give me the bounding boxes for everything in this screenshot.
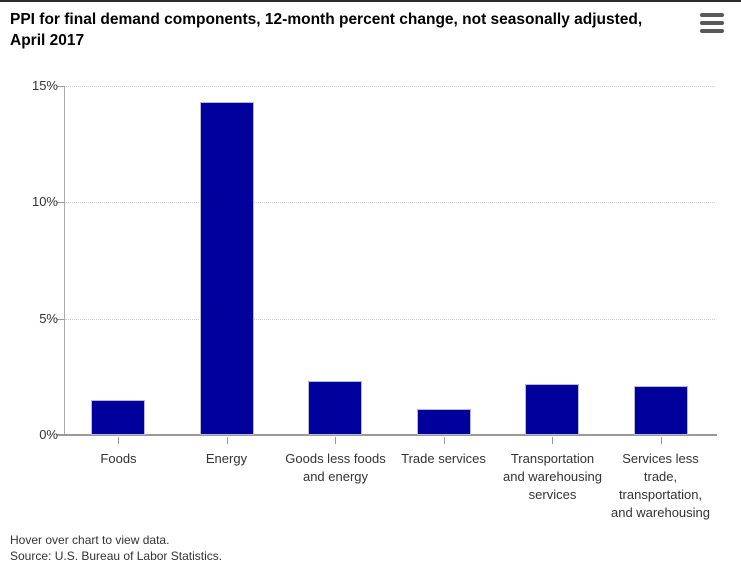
y-axis-tick: [57, 202, 64, 203]
x-axis-category-label: Foods: [100, 451, 137, 466]
hamburger-menu-icon: [700, 29, 724, 33]
y-axis-tick: [57, 86, 64, 87]
x-axis-category-label: Transportation and warehousing services: [502, 451, 603, 502]
chart-title: PPI for final demand components, 12-mont…: [10, 11, 643, 49]
y-axis-tick-label: 15%: [31, 78, 58, 93]
y-axis-tick-label: 5%: [39, 311, 58, 326]
hamburger-menu-icon: [700, 21, 724, 25]
y-gridline: [65, 319, 715, 320]
hamburger-menu-icon: [700, 13, 724, 17]
y-axis-tick: [57, 435, 64, 436]
bar-services-less-trade-transportation-and-warehousing[interactable]: [634, 386, 688, 435]
x-axis-category-label: Services less trade, transportation, and…: [610, 451, 711, 520]
y-gridline: [65, 86, 715, 87]
source-note: Source: U.S. Bureau of Labor Statistics.: [10, 548, 223, 563]
bar-energy[interactable]: [200, 102, 254, 435]
bar-goods-less-foods-and-energy[interactable]: [308, 381, 362, 435]
x-axis-tick: [444, 437, 445, 444]
x-axis-tick: [335, 437, 336, 444]
y-axis-tick-label: 0%: [39, 427, 58, 442]
y-axis-tick-label: 10%: [31, 194, 58, 209]
chart-export-menu-button[interactable]: [699, 12, 729, 38]
y-axis-line: [64, 86, 65, 436]
top-border-rule: [0, 0, 741, 2]
x-axis-category-label: Goods less foods and energy: [285, 451, 386, 484]
x-axis-tick: [118, 437, 119, 444]
x-axis-tick: [552, 437, 553, 444]
y-axis-tick: [57, 319, 64, 320]
x-axis-category-label: Trade services: [401, 451, 486, 466]
bar-transportation-and-warehousing-services[interactable]: [525, 384, 579, 435]
x-axis-line: [57, 434, 717, 436]
hover-note: Hover over chart to view data.: [10, 533, 170, 547]
x-axis-category-label: Energy: [205, 451, 248, 466]
bar-foods[interactable]: [91, 400, 145, 435]
y-gridline: [65, 202, 715, 203]
x-axis-tick: [661, 437, 662, 444]
x-axis-tick: [227, 437, 228, 444]
bar-trade-services[interactable]: [417, 409, 471, 435]
chart-footer: Hover over chart to view data. Source: U…: [10, 533, 222, 564]
